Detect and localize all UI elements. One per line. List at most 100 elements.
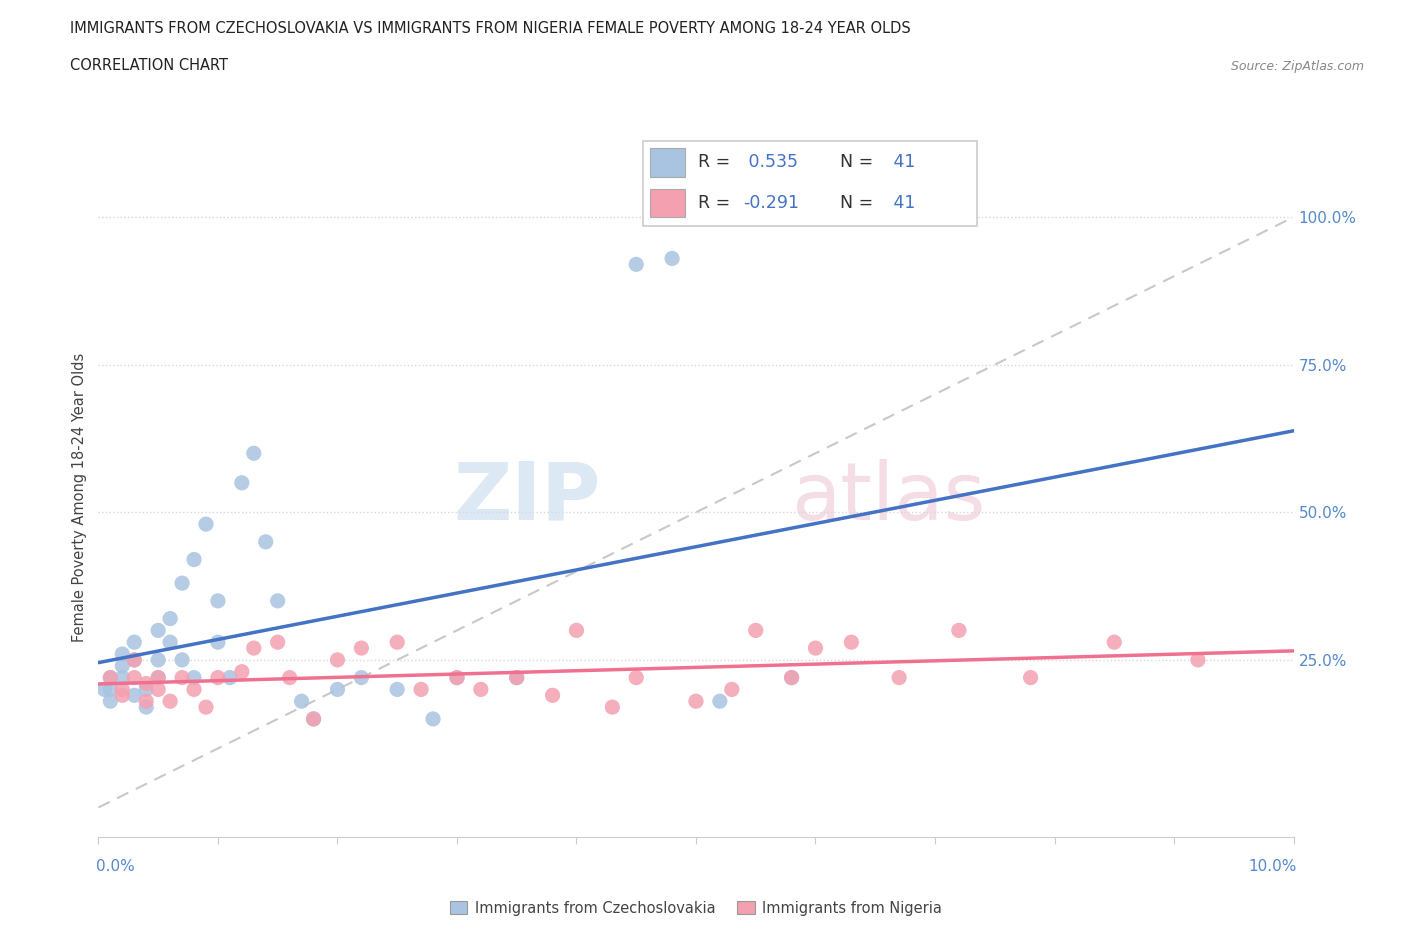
Point — [135, 694, 157, 709]
Point — [243, 445, 266, 460]
Point — [124, 653, 146, 668]
Point — [385, 682, 409, 697]
Point — [100, 671, 122, 685]
Point — [745, 623, 768, 638]
Point — [1104, 635, 1126, 650]
Point — [326, 653, 349, 668]
Point — [350, 671, 373, 685]
Point — [111, 646, 134, 661]
Point — [685, 694, 707, 709]
Point — [278, 671, 301, 685]
Point — [100, 682, 122, 697]
Point — [207, 593, 229, 608]
Point — [148, 653, 170, 668]
Point — [446, 671, 468, 685]
Point — [626, 671, 648, 685]
Legend: Immigrants from Czechoslovakia, Immigrants from Nigeria: Immigrants from Czechoslovakia, Immigran… — [444, 895, 948, 922]
Point — [183, 671, 205, 685]
Point — [111, 671, 134, 685]
Point — [111, 682, 134, 697]
Point — [195, 517, 218, 532]
Text: Source: ZipAtlas.com: Source: ZipAtlas.com — [1230, 60, 1364, 73]
Point — [183, 552, 205, 567]
Point — [541, 688, 564, 703]
Text: 0.0%: 0.0% — [96, 859, 135, 874]
Point — [124, 653, 146, 668]
Point — [422, 711, 444, 726]
Text: atlas: atlas — [792, 458, 986, 537]
Point — [207, 671, 229, 685]
Point — [172, 576, 194, 591]
Point — [780, 671, 803, 685]
Point — [267, 635, 290, 650]
Point — [135, 676, 157, 691]
Point — [159, 694, 181, 709]
Point — [506, 671, 529, 685]
Point — [470, 682, 492, 697]
Point — [841, 635, 863, 650]
Point — [100, 671, 122, 685]
Point — [148, 671, 170, 685]
Point — [93, 682, 115, 697]
Text: 41: 41 — [887, 194, 915, 212]
Point — [302, 711, 325, 726]
Text: CORRELATION CHART: CORRELATION CHART — [70, 58, 228, 73]
Point — [721, 682, 744, 697]
Text: R =: R = — [699, 194, 735, 212]
Point — [602, 699, 624, 714]
Point — [231, 475, 253, 490]
Point — [780, 671, 803, 685]
Point — [565, 623, 588, 638]
Point — [506, 671, 529, 685]
Point — [291, 694, 314, 709]
Text: -0.291: -0.291 — [744, 194, 799, 212]
Point — [254, 535, 277, 550]
Point — [183, 682, 205, 697]
Point — [135, 699, 157, 714]
Point — [219, 671, 242, 685]
Point — [231, 664, 253, 679]
Text: 10.0%: 10.0% — [1249, 859, 1296, 874]
Point — [124, 635, 146, 650]
Point — [243, 641, 266, 656]
Text: N =: N = — [839, 194, 879, 212]
Point — [804, 641, 827, 656]
Point — [1187, 653, 1209, 668]
Text: 0.535: 0.535 — [744, 153, 799, 171]
Text: IMMIGRANTS FROM CZECHOSLOVAKIA VS IMMIGRANTS FROM NIGERIA FEMALE POVERTY AMONG 1: IMMIGRANTS FROM CZECHOSLOVAKIA VS IMMIGR… — [70, 20, 911, 35]
Point — [124, 688, 146, 703]
Point — [172, 653, 194, 668]
Point — [172, 671, 194, 685]
Point — [111, 688, 134, 703]
Text: ZIP: ZIP — [453, 458, 600, 537]
Text: N =: N = — [839, 153, 879, 171]
Text: R =: R = — [699, 153, 735, 171]
Point — [195, 699, 218, 714]
Point — [159, 635, 181, 650]
Point — [446, 671, 468, 685]
Point — [302, 711, 325, 726]
Point — [1019, 671, 1042, 685]
FancyBboxPatch shape — [650, 149, 685, 177]
Point — [148, 671, 170, 685]
FancyBboxPatch shape — [643, 141, 977, 226]
FancyBboxPatch shape — [650, 189, 685, 218]
Point — [709, 694, 731, 709]
Point — [661, 251, 683, 266]
Point — [100, 694, 122, 709]
Point — [111, 658, 134, 673]
Point — [350, 641, 373, 656]
Point — [148, 682, 170, 697]
Y-axis label: Female Poverty Among 18-24 Year Olds: Female Poverty Among 18-24 Year Olds — [72, 352, 87, 643]
Point — [159, 611, 181, 626]
Point — [267, 593, 290, 608]
Point — [411, 682, 433, 697]
Point — [889, 671, 911, 685]
Point — [135, 682, 157, 697]
Point — [148, 623, 170, 638]
Point — [948, 623, 970, 638]
Point — [626, 257, 648, 272]
Point — [124, 671, 146, 685]
Point — [207, 635, 229, 650]
Point — [326, 682, 349, 697]
